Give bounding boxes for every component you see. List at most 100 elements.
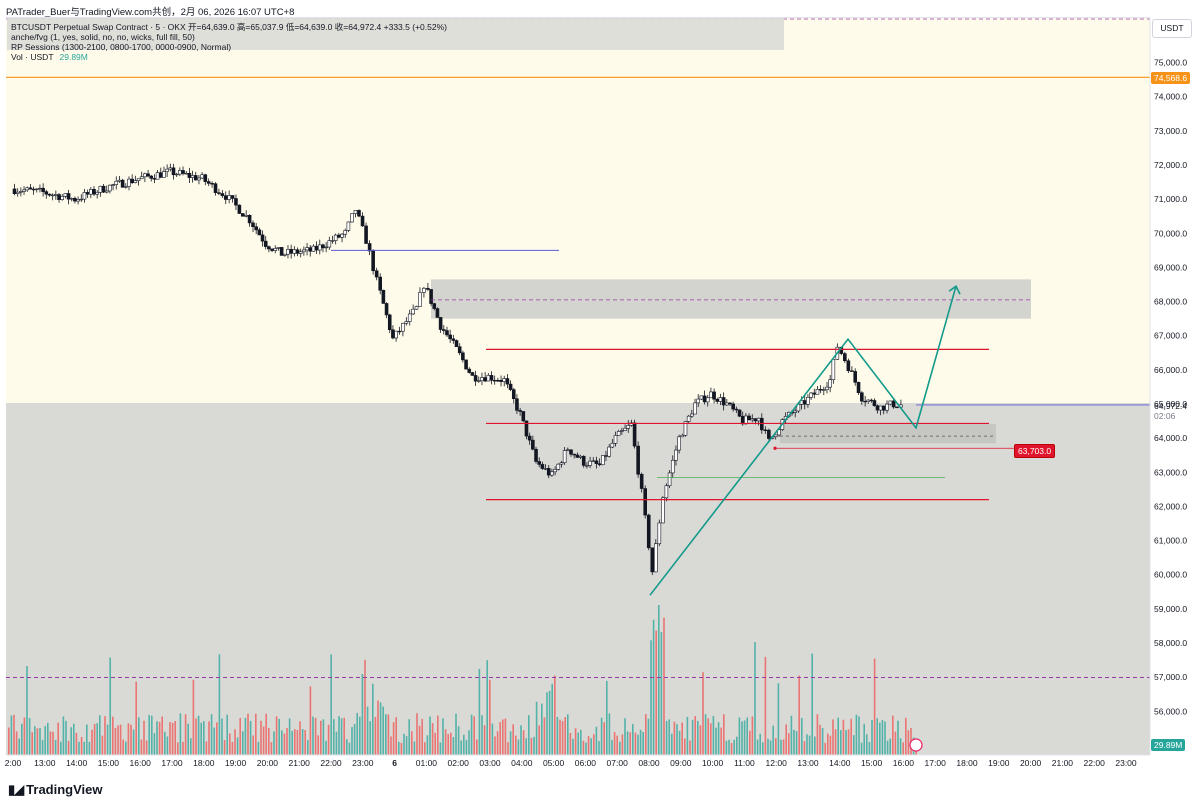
volume-bar xyxy=(463,734,465,755)
candle-down xyxy=(85,192,90,195)
volume-bar xyxy=(247,713,249,755)
volume-bar xyxy=(392,722,395,755)
legend-volume[interactable]: Vol · USDT 29.89M xyxy=(11,52,88,62)
y-tick-label: 70,000.0 xyxy=(1154,228,1187,238)
candle-down xyxy=(254,226,258,231)
volume-bar xyxy=(572,738,574,755)
legend-indicator-fvg[interactable]: anche/fvg (1, yes, solid, no, no, wicks,… xyxy=(11,32,195,42)
volume-bar xyxy=(476,739,478,755)
volume-bar xyxy=(468,730,470,755)
volume-bar xyxy=(704,714,707,755)
volume-bar xyxy=(801,717,803,755)
volume-bar xyxy=(754,642,756,755)
candle-down xyxy=(234,198,238,206)
candle-down xyxy=(295,249,300,254)
candle-up xyxy=(667,472,672,487)
candle-up xyxy=(200,174,204,179)
candle-up xyxy=(76,199,80,202)
candle-down xyxy=(869,399,874,402)
currency-selector[interactable]: USDT xyxy=(1152,19,1192,38)
volume-bar xyxy=(772,725,774,755)
volume-bar xyxy=(288,718,291,755)
volume-bar xyxy=(174,721,176,755)
legend-symbol-line[interactable]: BTCUSDT Perpetual Swap Contract · 5 · OK… xyxy=(11,22,447,32)
volume-bar xyxy=(148,714,150,755)
candle-down xyxy=(270,248,274,251)
volume-bar xyxy=(346,739,348,755)
x-tick-label: 21:00 xyxy=(1052,758,1074,768)
volume-bar xyxy=(829,735,832,755)
candle-down xyxy=(448,334,452,340)
fvg-zone-upper xyxy=(431,279,1031,319)
candle-down xyxy=(451,338,456,341)
candle-up xyxy=(311,245,316,252)
candle-up xyxy=(683,421,688,436)
candle-down xyxy=(604,455,608,457)
x-tick-label: 14:00 xyxy=(66,758,88,768)
volume-bar xyxy=(200,722,202,755)
x-tick-label: 17:00 xyxy=(925,758,947,768)
volume-bar xyxy=(364,659,366,755)
volume-bar xyxy=(239,717,241,755)
volume-bar xyxy=(140,739,143,755)
volume-bar xyxy=(372,683,374,755)
volume-bar xyxy=(650,640,652,755)
candle-up xyxy=(244,214,248,217)
candle-down xyxy=(650,547,655,573)
x-tick-label: 23:00 xyxy=(1115,758,1137,768)
volume-bar xyxy=(166,736,169,755)
volume-bar xyxy=(533,736,535,755)
candle-up xyxy=(888,400,893,405)
volume-bar xyxy=(80,736,83,755)
volume-bar xyxy=(816,714,819,755)
volume-bar xyxy=(902,742,904,755)
volume-bar xyxy=(520,725,522,755)
candle-up xyxy=(273,248,278,251)
candle-up xyxy=(394,330,398,339)
candle-down xyxy=(802,400,807,405)
legend-indicator-sessions[interactable]: RP Sessions (1300-2100, 0800-1700, 0000-… xyxy=(11,42,232,52)
candle-up xyxy=(111,184,115,186)
volume-bar xyxy=(127,723,130,755)
candle-up xyxy=(139,176,144,180)
volume-bar xyxy=(203,721,205,755)
candle-up xyxy=(15,191,20,194)
x-tick-label: 03:00 xyxy=(479,758,501,768)
candle-down xyxy=(364,225,368,244)
volume-bar xyxy=(36,728,39,755)
volume-bar xyxy=(104,716,106,755)
volume-bar xyxy=(67,740,70,755)
candle-down xyxy=(357,210,361,217)
candle-down xyxy=(44,191,49,195)
candle-down xyxy=(193,175,198,181)
candle-down xyxy=(767,429,771,439)
volume-bar xyxy=(242,731,244,755)
candle-down xyxy=(289,249,293,254)
volume-bar xyxy=(676,724,678,755)
volume-bar xyxy=(205,741,208,755)
candle-down xyxy=(594,460,599,464)
candle-up xyxy=(340,233,344,238)
candle-down xyxy=(426,287,430,290)
volume-bar xyxy=(47,722,49,755)
candle-up xyxy=(806,397,810,405)
volume-bar xyxy=(457,726,460,755)
tradingview-logo[interactable]: ▮◢ TradingView xyxy=(8,782,103,798)
candle-up xyxy=(327,240,332,248)
candle-down xyxy=(515,398,519,411)
volume-bar xyxy=(645,714,647,755)
volume-bar xyxy=(611,740,613,755)
candle-up xyxy=(190,175,195,178)
volume-bar xyxy=(262,726,265,755)
candle-down xyxy=(521,411,526,422)
volume-bar xyxy=(707,718,709,755)
candle-down xyxy=(47,193,52,196)
volume-bar xyxy=(762,742,764,755)
volume-bar xyxy=(837,717,839,755)
volume-bar xyxy=(135,681,137,755)
volume-bar xyxy=(57,722,59,755)
volume-bar xyxy=(96,723,98,755)
candle-down xyxy=(435,308,440,318)
candle-up xyxy=(885,403,889,411)
